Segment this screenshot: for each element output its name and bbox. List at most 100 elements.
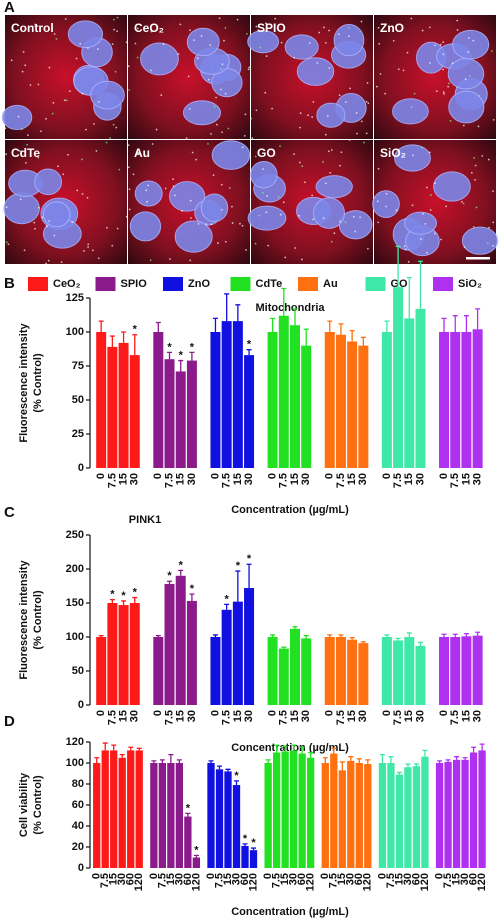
speckle (209, 44, 212, 47)
cell-nucleus (315, 175, 353, 199)
bar (307, 757, 315, 868)
error-bar (109, 598, 115, 603)
speckle (179, 23, 182, 26)
speckle (136, 27, 139, 30)
legend-swatch (433, 277, 453, 291)
speckle (216, 123, 218, 126)
error-bar (98, 634, 104, 637)
bar (381, 332, 392, 468)
speckle (312, 100, 315, 103)
speckle (160, 94, 163, 97)
legend-label: CdTe (256, 278, 283, 290)
speckle (474, 178, 477, 181)
speckle (29, 84, 32, 86)
speckle (243, 135, 246, 137)
speckle (433, 232, 436, 235)
bar (175, 575, 186, 705)
error-bar (121, 600, 127, 606)
speckle (299, 112, 302, 115)
bar (167, 763, 175, 868)
x-tick-label: 15 (403, 710, 415, 722)
x-tick-label: 30 (472, 710, 484, 722)
speckle (46, 225, 48, 228)
error-bar (463, 632, 469, 637)
x-tick-label: 120 (133, 873, 145, 891)
speckle (57, 165, 59, 168)
error-bar (338, 323, 344, 335)
speckle (132, 173, 135, 176)
error-bar (185, 812, 191, 817)
speckle (20, 128, 23, 131)
x-tick-label: 30 (300, 710, 312, 722)
speckle (265, 55, 268, 57)
bar (330, 753, 338, 868)
x-tick-label: 15 (393, 873, 405, 885)
bar (358, 345, 369, 468)
bar (324, 332, 335, 468)
bar (290, 750, 298, 868)
y-tick-label: 125 (66, 292, 84, 304)
speckle (277, 196, 280, 198)
significance-mark: * (133, 324, 138, 336)
image-label: ZnO (380, 21, 404, 35)
bar (221, 609, 232, 705)
error-bar (102, 742, 108, 751)
bar (96, 332, 107, 468)
speckle (429, 209, 432, 211)
x-tick-label: 0 (267, 710, 279, 716)
error-bar (406, 632, 412, 637)
x-tick-label: 15 (460, 710, 472, 722)
x-tick-label: 7.5 (163, 710, 175, 725)
bar (96, 637, 107, 705)
speckle (366, 82, 369, 84)
x-tick-label: 15 (346, 710, 358, 722)
speckle (227, 127, 230, 130)
cell-nucleus (247, 205, 287, 231)
speckle (442, 41, 445, 43)
bar (321, 763, 329, 868)
speckle (81, 92, 84, 95)
x-tick-label: 120 (190, 873, 202, 891)
error-bar (270, 634, 276, 637)
y-tick-label: 150 (66, 597, 84, 609)
x-tick-label: 15 (460, 473, 472, 485)
speckle (215, 96, 217, 99)
speckle (352, 215, 355, 218)
speckle (255, 25, 258, 28)
error-bar (121, 331, 127, 343)
x-tick-label: 7.5 (163, 473, 175, 488)
speckle (410, 106, 413, 109)
speckle (143, 153, 146, 156)
error-bar (235, 304, 241, 322)
x-tick-label: 15 (279, 873, 291, 885)
speckle (403, 245, 406, 247)
significance-mark: * (236, 560, 241, 572)
x-tick-label: 15 (346, 473, 358, 485)
speckle (344, 221, 347, 223)
speckle (41, 216, 44, 219)
speckle (323, 26, 325, 29)
y-tick-label: 200 (66, 563, 84, 575)
x-tick-label: 0 (438, 710, 450, 716)
speckle (377, 221, 380, 224)
speckle (112, 123, 115, 126)
x-tick-label: 15 (175, 710, 187, 722)
speckle (487, 158, 490, 161)
speckle (271, 107, 273, 110)
speckle (81, 193, 84, 195)
speckle (48, 66, 51, 69)
speckle (339, 220, 342, 223)
bar (153, 637, 164, 705)
legend-label: SPIO (121, 278, 148, 290)
speckle (486, 242, 489, 245)
speckle (413, 92, 416, 95)
bar (335, 334, 346, 468)
speckle (424, 223, 427, 225)
significance-mark: * (167, 570, 172, 582)
significance-mark: * (243, 833, 248, 845)
x-tick-label: 0 (152, 710, 164, 716)
x-tick-label: 15 (117, 473, 129, 485)
bar (127, 750, 135, 868)
speckle (97, 100, 100, 103)
cell-nucleus (372, 190, 400, 218)
